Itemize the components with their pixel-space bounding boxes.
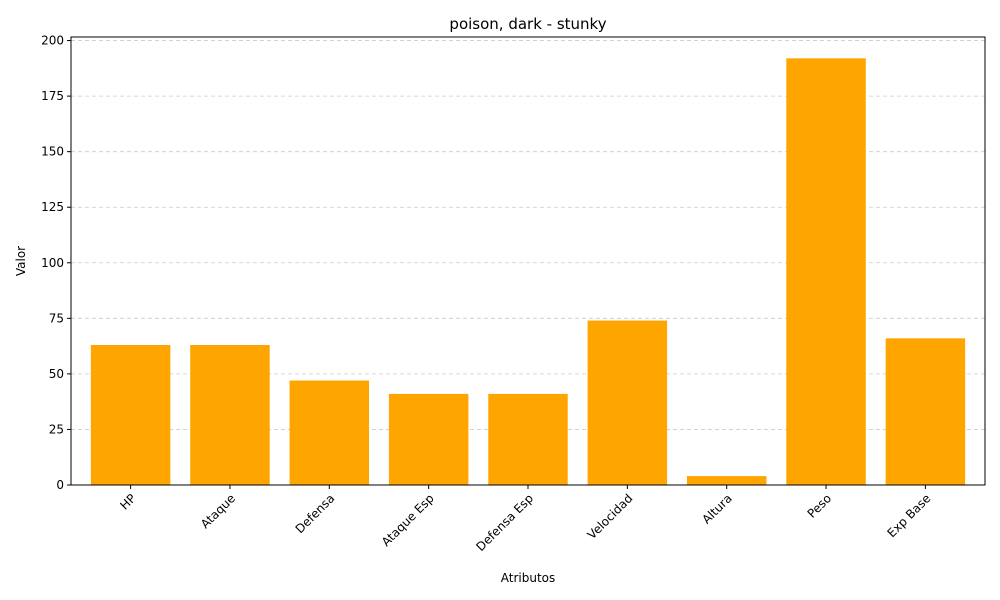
x-axis-label: Atributos: [501, 571, 556, 585]
x-tick-label-1: Ataque: [198, 491, 238, 531]
y-tick-label-1: 25: [49, 422, 64, 436]
x-tick-label-2: Defensa: [293, 491, 338, 536]
x-tick-label-7: Peso: [805, 491, 835, 521]
bar-defensa-esp: [488, 393, 568, 485]
bar-exp-base: [885, 338, 966, 485]
y-tick-label-2: 50: [49, 367, 64, 381]
x-tick-label-5: Velocidad: [585, 491, 636, 542]
x-axis: HP Ataque Defensa Ataque Esp Defensa Esp Velo…: [117, 485, 934, 554]
y-tick-label-4: 100: [41, 256, 64, 270]
bar-hp: [90, 345, 171, 485]
x-tick-label-4: Defensa Esp: [473, 491, 536, 554]
x-tick-label-6: Altura: [699, 491, 734, 526]
x-tick-label-0: HP: [117, 491, 138, 512]
y-tick-label-5: 125: [41, 200, 64, 214]
bar-altura: [686, 476, 767, 485]
y-tick-label-7: 175: [41, 89, 64, 103]
y-tick-label-6: 150: [41, 145, 64, 159]
bar-defensa: [289, 380, 370, 485]
y-tick-label-0: 0: [56, 478, 64, 492]
x-tick-label-3: Ataque Esp: [379, 491, 437, 549]
bar-ataque-esp: [388, 393, 469, 485]
y-axis: 0 25 50 75 100 125 150 175 200: [41, 34, 71, 492]
chart-title: poison, dark - stunky: [449, 15, 606, 33]
plot-frame: [70, 36, 986, 486]
bar-velocidad: [587, 320, 668, 485]
y-axis-label: Valor: [14, 246, 28, 276]
y-tick-label-3: 75: [49, 311, 64, 325]
y-tick-label-8: 200: [41, 34, 64, 48]
x-tick-label-8: Exp Base: [884, 491, 933, 540]
bar-ataque: [190, 345, 270, 485]
bar-peso: [786, 58, 866, 485]
bars: [90, 58, 966, 485]
